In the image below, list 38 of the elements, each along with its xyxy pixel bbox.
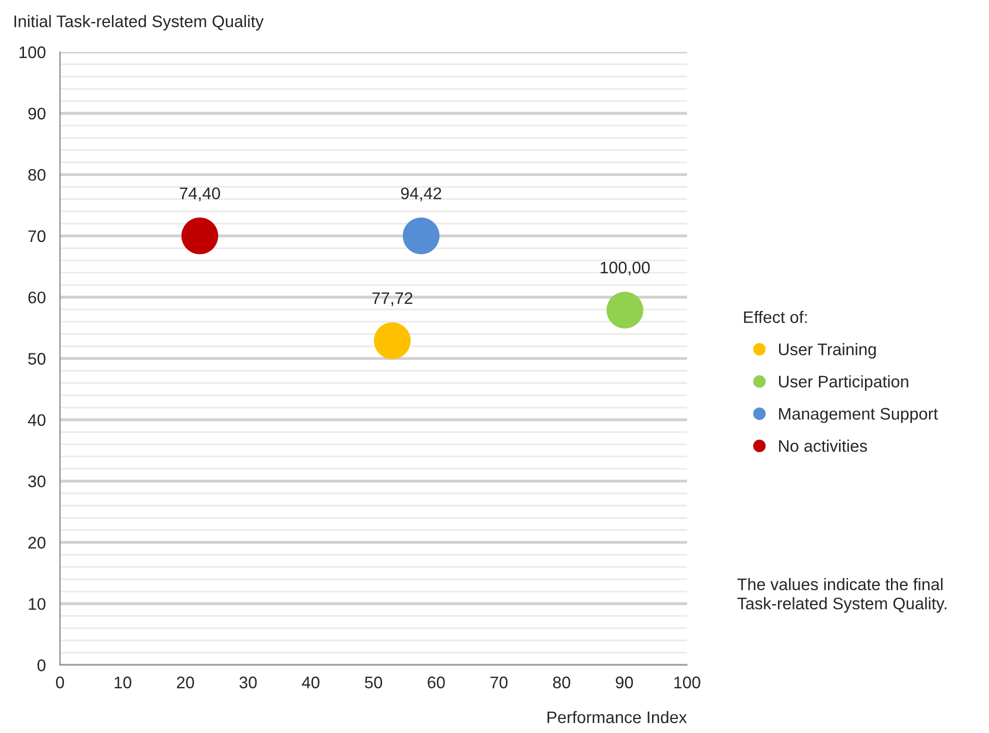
x-tick-label: 80	[553, 676, 570, 688]
annotation: 74,40	[180, 187, 220, 202]
x-tick-label: 50	[364, 676, 382, 688]
text: The values indicate the final Task-related System Quality.	[737, 578, 946, 613]
y-tick-label: 60	[28, 292, 46, 304]
annotation: 94,42	[401, 187, 442, 202]
legend-label: No activities	[779, 440, 867, 452]
y-tick-label: 30	[28, 476, 46, 488]
y-tick-label: 70	[28, 230, 46, 242]
x-tick-label: 70	[490, 676, 508, 688]
y-axis-title: Initial Task-related System Quality	[14, 15, 264, 31]
legend-label: User Training	[779, 343, 876, 359]
y-tick-label: 90	[28, 108, 46, 120]
point	[606, 292, 644, 328]
x-tick-label: 0	[56, 676, 64, 688]
x-tick-label: 60	[428, 676, 445, 688]
point	[181, 218, 218, 254]
y-tick-label: 40	[28, 414, 46, 426]
y-tick-label: 0	[37, 659, 46, 672]
annotation: 100,00	[600, 262, 650, 276]
y-tick-label: 50	[28, 352, 46, 365]
point	[374, 322, 411, 360]
legend-label: User Participation	[779, 375, 908, 391]
x-tick-label: 90	[616, 676, 633, 688]
legend-title: Effect of:	[744, 310, 807, 324]
annotation: 77,72	[372, 292, 412, 306]
y-tick-label: 100	[20, 46, 46, 58]
x-tick-label: 10	[114, 676, 132, 688]
y-tick-label: 80	[28, 169, 46, 181]
y-tick-label: 10	[28, 598, 46, 610]
x-tick-label: 100	[674, 676, 700, 688]
x-tick-label: 40	[302, 676, 320, 688]
x-tick-label: 20	[176, 676, 194, 688]
x-axis-title: Performance Index	[548, 710, 687, 724]
point	[402, 218, 440, 254]
x-tick-label: 30	[239, 676, 257, 688]
y-tick-label: 20	[28, 536, 46, 549]
legend-label: Management Support	[779, 408, 938, 423]
